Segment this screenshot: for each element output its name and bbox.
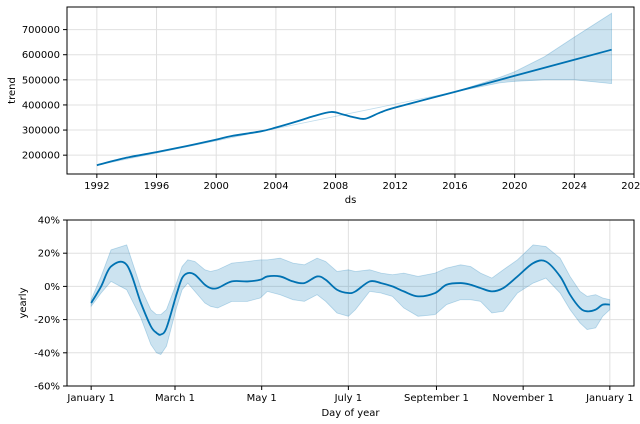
uncertainty-band — [96, 12, 613, 166]
x-axis-label: ds — [345, 195, 357, 206]
x-axis-label: Day of year — [321, 408, 380, 419]
y-tick-label: 40% — [38, 216, 60, 227]
x-tick-label: 1996 — [144, 181, 169, 192]
y-tick-label: 20% — [38, 249, 60, 260]
x-tick-label: 2012 — [383, 181, 408, 192]
x-tick-label: March 1 — [155, 393, 195, 404]
y-axis-label: yearly — [18, 287, 29, 318]
plot-frame — [66, 6, 635, 175]
x-tick-label: 2016 — [442, 181, 467, 192]
y-tick-label: -20% — [34, 315, 60, 326]
x-tick-label: 2024 — [562, 181, 587, 192]
uncertainty-band — [90, 244, 611, 355]
trend-panel: 1992 1996 2000 2004 2008 2012 2016 2020 2024 2028… — [7, 6, 640, 206]
yearly-panel: January 1 March 1 May 1 July 1 September 1 No… — [18, 216, 635, 419]
series-line — [96, 48, 612, 167]
x-tick-label: 2020 — [502, 181, 527, 192]
x-tick-label: July 1 — [334, 393, 363, 404]
x-tick-label: 2004 — [263, 181, 288, 192]
y-tick-label: -40% — [34, 348, 60, 359]
y-tick-label: 600000 — [22, 50, 60, 61]
x-tick-label: 1992 — [84, 181, 109, 192]
x-tick-label: 2008 — [323, 181, 348, 192]
y-tick-label: 700000 — [22, 25, 60, 36]
x-tick-label: November 1 — [492, 393, 554, 404]
x-tick-label: January 1 — [66, 393, 114, 404]
y-tick-label: -60% — [34, 382, 60, 393]
x-tick-label: 2028 — [621, 181, 640, 192]
plot-frame — [66, 219, 635, 387]
x-tick-label: January 1 — [585, 393, 633, 404]
x-tick-label: September 1 — [404, 393, 469, 404]
y-tick-label: 0% — [44, 282, 60, 293]
y-tick-label: 200000 — [22, 151, 60, 162]
x-tick-label: May 1 — [247, 393, 277, 404]
x-tick-label: 2000 — [203, 181, 228, 192]
series-line — [90, 259, 610, 336]
y-tick-label: 300000 — [22, 126, 60, 137]
y-tick-label: 500000 — [22, 75, 60, 86]
y-tick-label: 400000 — [22, 100, 60, 111]
y-axis-label: trend — [7, 77, 18, 104]
